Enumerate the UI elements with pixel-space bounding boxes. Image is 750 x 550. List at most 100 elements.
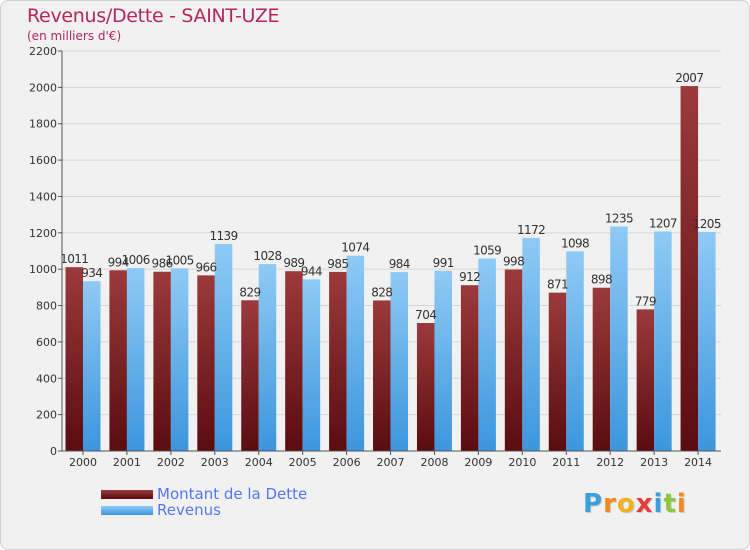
- bar-revenus-2004: [258, 264, 277, 451]
- legend-swatch-revenus: [101, 505, 153, 515]
- x-tick-label-2010: 2010: [508, 456, 536, 469]
- label-revenus-2005: 944: [301, 264, 322, 278]
- bars: [65, 86, 716, 451]
- bar-dette-2014: [680, 86, 699, 451]
- logo-letter: x: [635, 489, 654, 519]
- x-tick-label-2003: 2003: [201, 456, 229, 469]
- bar-revenus-2010: [522, 237, 540, 451]
- label-dette-2001: 994: [108, 255, 129, 269]
- legend-item-dette: Montant de la Dette: [101, 486, 307, 502]
- logo-letter: t: [663, 489, 677, 519]
- label-dette-2002: 986: [152, 257, 173, 271]
- label-dette-2000: 1011: [60, 252, 88, 266]
- x-tick-label-2004: 2004: [245, 456, 273, 469]
- y-tick-label: 2200: [29, 45, 57, 58]
- bar-revenus-2008: [434, 270, 452, 451]
- label-revenus-2013: 1207: [649, 217, 677, 231]
- y-tick-label: 1600: [29, 154, 57, 167]
- y-tick-label: 2000: [29, 81, 57, 94]
- bar-dette-2009: [460, 285, 479, 451]
- label-dette-2008: 704: [415, 308, 436, 322]
- x-tick-label-2005: 2005: [289, 456, 317, 469]
- y-tick-label: 200: [36, 409, 57, 422]
- bar-revenus-2003: [214, 243, 233, 451]
- bar-dette-2005: [285, 271, 303, 451]
- legend-label-revenus: Revenus: [157, 501, 221, 519]
- label-revenus-2007: 984: [389, 257, 410, 271]
- y-tick-label: 1200: [29, 227, 57, 240]
- bar-dette-2003: [197, 275, 215, 451]
- bar-dette-2006: [329, 271, 347, 451]
- label-dette-2003: 966: [195, 260, 216, 274]
- bar-revenus-2007: [390, 272, 409, 451]
- y-tick-label: 1800: [29, 118, 57, 131]
- x-tick-label-2006: 2006: [333, 456, 361, 469]
- axes: 0 200 400 600 800 1000 1200 1400 1600 1800 2000 220…: [29, 45, 721, 469]
- label-dette-2014: 2007: [675, 71, 703, 85]
- bar-dette-2004: [241, 300, 259, 451]
- label-dette-2006: 985: [327, 257, 348, 271]
- bar-dette-2001: [109, 270, 127, 451]
- label-dette-2013: 779: [635, 294, 656, 308]
- y-tick-label: 1000: [29, 263, 57, 276]
- label-dette-2004: 829: [239, 285, 260, 299]
- bar-dette-2008: [416, 323, 435, 451]
- bar-revenus-2013: [654, 231, 672, 451]
- bar-revenus-2000: [83, 281, 101, 451]
- bar-dette-2012: [592, 287, 611, 451]
- label-revenus-2001: 1006: [122, 253, 150, 267]
- x-tick-label-2000: 2000: [69, 456, 97, 469]
- x-tick-label-2013: 2013: [640, 456, 668, 469]
- bar-revenus-2001: [126, 268, 145, 451]
- chart-subtitle: (en milliers d'€): [27, 29, 122, 43]
- label-dette-2012: 898: [591, 273, 612, 287]
- chart-title: Revenus/Dette - SAINT-UZE: [27, 5, 280, 27]
- logo-letter: i: [653, 489, 664, 519]
- y-tick-label: 1400: [29, 190, 57, 203]
- x-tick-label-2012: 2012: [596, 456, 624, 469]
- label-revenus-2006: 1074: [341, 241, 369, 255]
- label-revenus-2010: 1172: [517, 223, 545, 237]
- bar-dette-2007: [373, 300, 391, 451]
- label-revenus-2014: 1205: [693, 217, 721, 231]
- bar-revenus-2011: [566, 251, 584, 451]
- label-revenus-2008: 991: [433, 256, 454, 270]
- proxiti-logo: Proxiti: [583, 489, 687, 519]
- label-revenus-2012: 1235: [605, 211, 633, 225]
- bar-dette-2000: [65, 267, 83, 451]
- y-tick-label: 800: [36, 300, 57, 313]
- y-tick-label: 600: [36, 336, 57, 349]
- x-tick-label-2014: 2014: [684, 456, 712, 469]
- x-tick-label-2002: 2002: [157, 456, 185, 469]
- label-revenus-2009: 1059: [473, 243, 501, 257]
- logo-letter: i: [676, 489, 687, 519]
- legend-label-dette: Montant de la Dette: [157, 485, 308, 503]
- bar-dette-2011: [548, 292, 567, 451]
- label-revenus-2002: 1005: [166, 253, 194, 267]
- label-dette-2010: 998: [503, 255, 524, 269]
- label-revenus-2004: 1028: [253, 249, 281, 263]
- label-revenus-2000: 934: [81, 266, 102, 280]
- label-dette-2009: 912: [459, 270, 480, 284]
- y-tick-label: 0: [50, 445, 57, 458]
- bar-dette-2013: [636, 309, 655, 451]
- x-tick-label-2001: 2001: [113, 456, 141, 469]
- logo-letter: r: [603, 489, 617, 519]
- x-tick-label-2009: 2009: [464, 456, 492, 469]
- bar-dette-2002: [153, 271, 171, 451]
- legend: Montant de la Dette Revenus: [101, 486, 307, 518]
- label-dette-2005: 989: [283, 256, 304, 270]
- x-tick-label-2007: 2007: [377, 456, 405, 469]
- x-tick-label-2008: 2008: [420, 456, 448, 469]
- legend-swatch-dette: [101, 489, 153, 499]
- label-revenus-2003: 1139: [209, 229, 237, 243]
- bar-dette-2010: [504, 269, 523, 451]
- bar-revenus-2006: [346, 255, 365, 451]
- bar-revenus-2002: [170, 268, 189, 451]
- legend-item-revenus: Revenus: [101, 502, 307, 518]
- logo-letter: P: [583, 489, 604, 519]
- logo-letter: o: [616, 489, 636, 519]
